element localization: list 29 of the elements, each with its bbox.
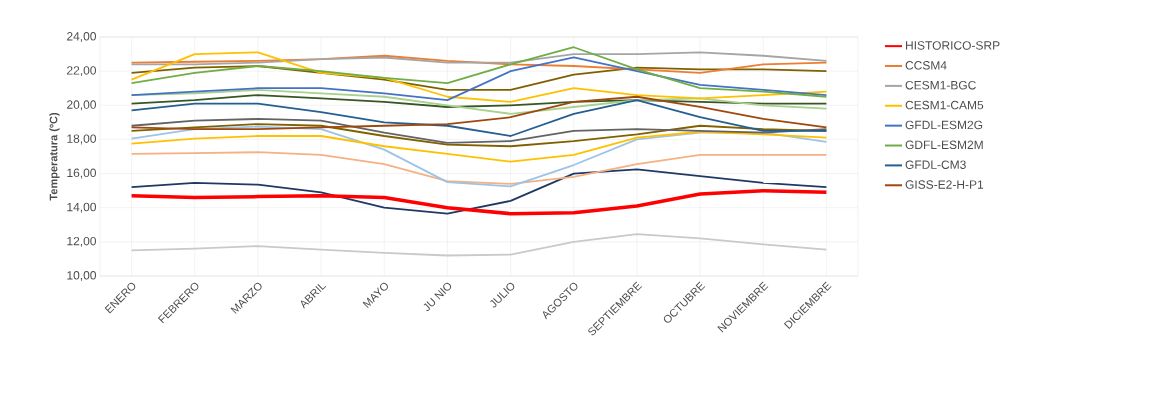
x-tick-label: JU NIO [423, 282, 452, 311]
y-tick-label: 20,00 [67, 100, 97, 111]
legend-label: CESM1-BGC [905, 80, 976, 90]
line-series [129, 188, 829, 216]
y-tick-label: 18,00 [67, 134, 97, 145]
legend-label: GDFL-ESM2M [905, 140, 983, 150]
y-tick-label: 12,00 [67, 236, 97, 247]
legend-label: CESM1-CAM5 [905, 100, 984, 110]
line-series [130, 99, 828, 137]
line-series [130, 54, 828, 74]
y-tick-label: 22,00 [67, 66, 97, 77]
legend-label: GFDL-CM3 [905, 160, 966, 169]
line-series [130, 51, 828, 66]
line-series [130, 94, 828, 108]
y-tick-label: 16,00 [67, 168, 97, 179]
legend-label: GFDL-ESM2G [905, 120, 983, 130]
line-series [130, 95, 828, 131]
legend-label: CCSM4 [905, 61, 947, 70]
y-tick-label: 24,00 [67, 32, 97, 42]
line-series [130, 168, 828, 215]
line-series [130, 118, 828, 144]
y-axis-title: Temperatura (ºC) [49, 112, 60, 201]
line-series [130, 233, 828, 257]
legend-label: GISS-E2-H-P1 [905, 180, 984, 189]
y-tick-label: 10,00 [67, 271, 97, 281]
line-series [130, 65, 828, 91]
line-series [130, 130, 828, 163]
legend-label: HISTORICO-SRP [906, 41, 1000, 50]
y-tick-label: 14,00 [67, 202, 97, 213]
